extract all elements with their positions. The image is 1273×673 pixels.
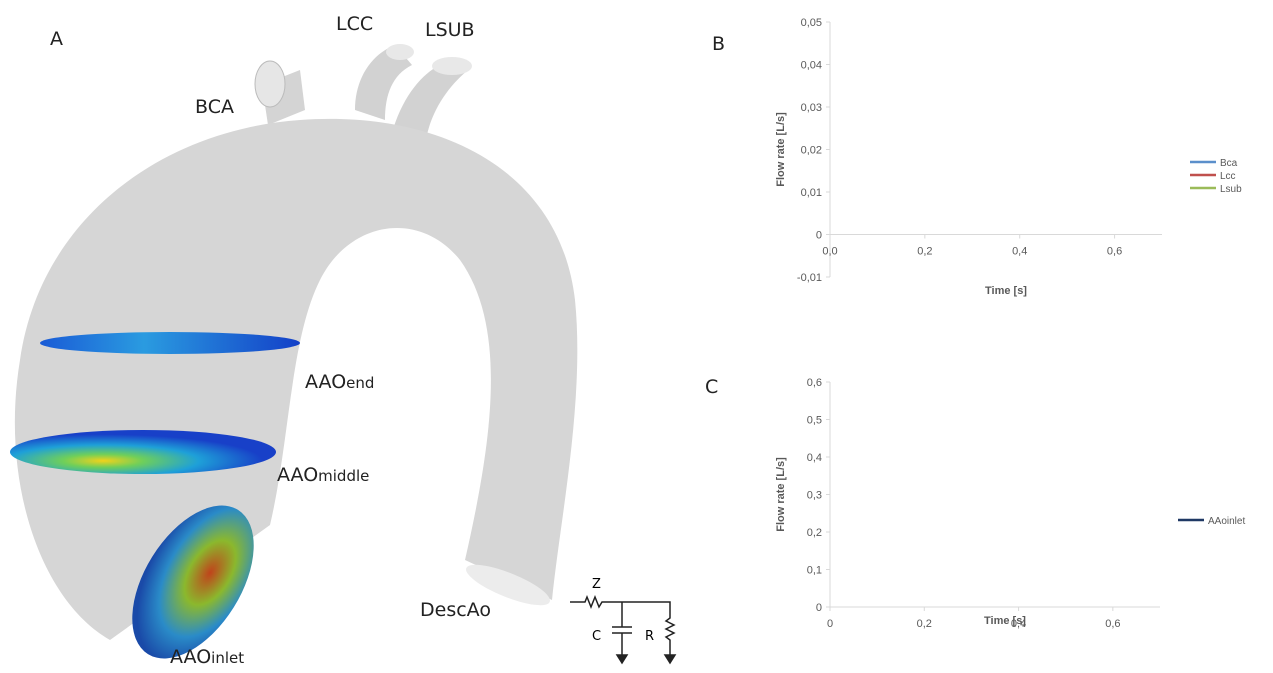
- x-tick-label: 0,4: [1012, 246, 1027, 258]
- circuit-label: Z: [592, 577, 601, 592]
- outlet-label: DescAo: [420, 599, 491, 621]
- y-tick-label: 0,03: [801, 102, 822, 114]
- branch-label: BCA: [195, 96, 234, 118]
- y-tick-label: 0: [816, 602, 822, 614]
- circuit-label: R: [645, 629, 654, 644]
- section-label: AAOend: [305, 371, 374, 393]
- y-tick-label: 0,05: [801, 17, 822, 29]
- y-tick-label: 0,4: [807, 452, 822, 464]
- y-tick-label: 0,1: [807, 565, 822, 577]
- x-tick-label: 0,4: [1011, 618, 1026, 630]
- legend-label: Bca: [1220, 158, 1238, 169]
- y-tick-label: 0,5: [807, 415, 822, 427]
- panel-label: C: [705, 376, 718, 398]
- x-tick-label: 0,6: [1107, 246, 1122, 258]
- y-tick-label: 0,3: [807, 490, 822, 502]
- y-axis-title: Flow rate [L/s]: [775, 457, 787, 532]
- x-tick-label: 0,2: [917, 618, 932, 630]
- y-tick-label: 0,02: [801, 145, 822, 157]
- y-tick-label: 0,6: [807, 377, 822, 389]
- y-axis-title: Flow rate [L/s]: [775, 112, 787, 187]
- x-tick-label: 0: [827, 618, 833, 630]
- section-main: AAO: [170, 646, 211, 668]
- branch-label: LCC: [336, 13, 373, 35]
- x-tick-label: 0,2: [917, 246, 932, 258]
- y-tick-label: 0: [816, 230, 822, 242]
- section-label: AAOinlet: [170, 646, 244, 668]
- section-main: AAO: [305, 371, 346, 393]
- x-axis-title: Time [s]: [984, 615, 1026, 627]
- panel-label: B: [712, 33, 725, 55]
- section-sub: end: [346, 374, 374, 392]
- y-tick-label: 0,04: [801, 60, 822, 72]
- section-sub: middle: [318, 467, 369, 485]
- x-tick-label: 0,0: [822, 246, 837, 258]
- section-main: AAO: [277, 464, 318, 486]
- legend-label: Lsub: [1220, 184, 1242, 195]
- y-tick-label: 0,01: [801, 187, 822, 199]
- circuit: [570, 594, 677, 665]
- section-sub: inlet: [211, 649, 244, 667]
- x-tick-label: 0,6: [1105, 618, 1120, 630]
- x-axis-title: Time [s]: [985, 285, 1027, 297]
- legend-label: Lcc: [1220, 171, 1236, 182]
- y-tick-label: 0,2: [807, 527, 822, 539]
- section-label: AAOmiddle: [277, 464, 369, 486]
- y-tick-label: -0,01: [797, 272, 822, 284]
- branch-label: LSUB: [425, 19, 475, 41]
- legend-label: AAoinlet: [1208, 516, 1245, 527]
- aorta-model: [10, 44, 578, 659]
- circuit-label: C: [592, 629, 601, 644]
- panel-label: A: [50, 28, 63, 50]
